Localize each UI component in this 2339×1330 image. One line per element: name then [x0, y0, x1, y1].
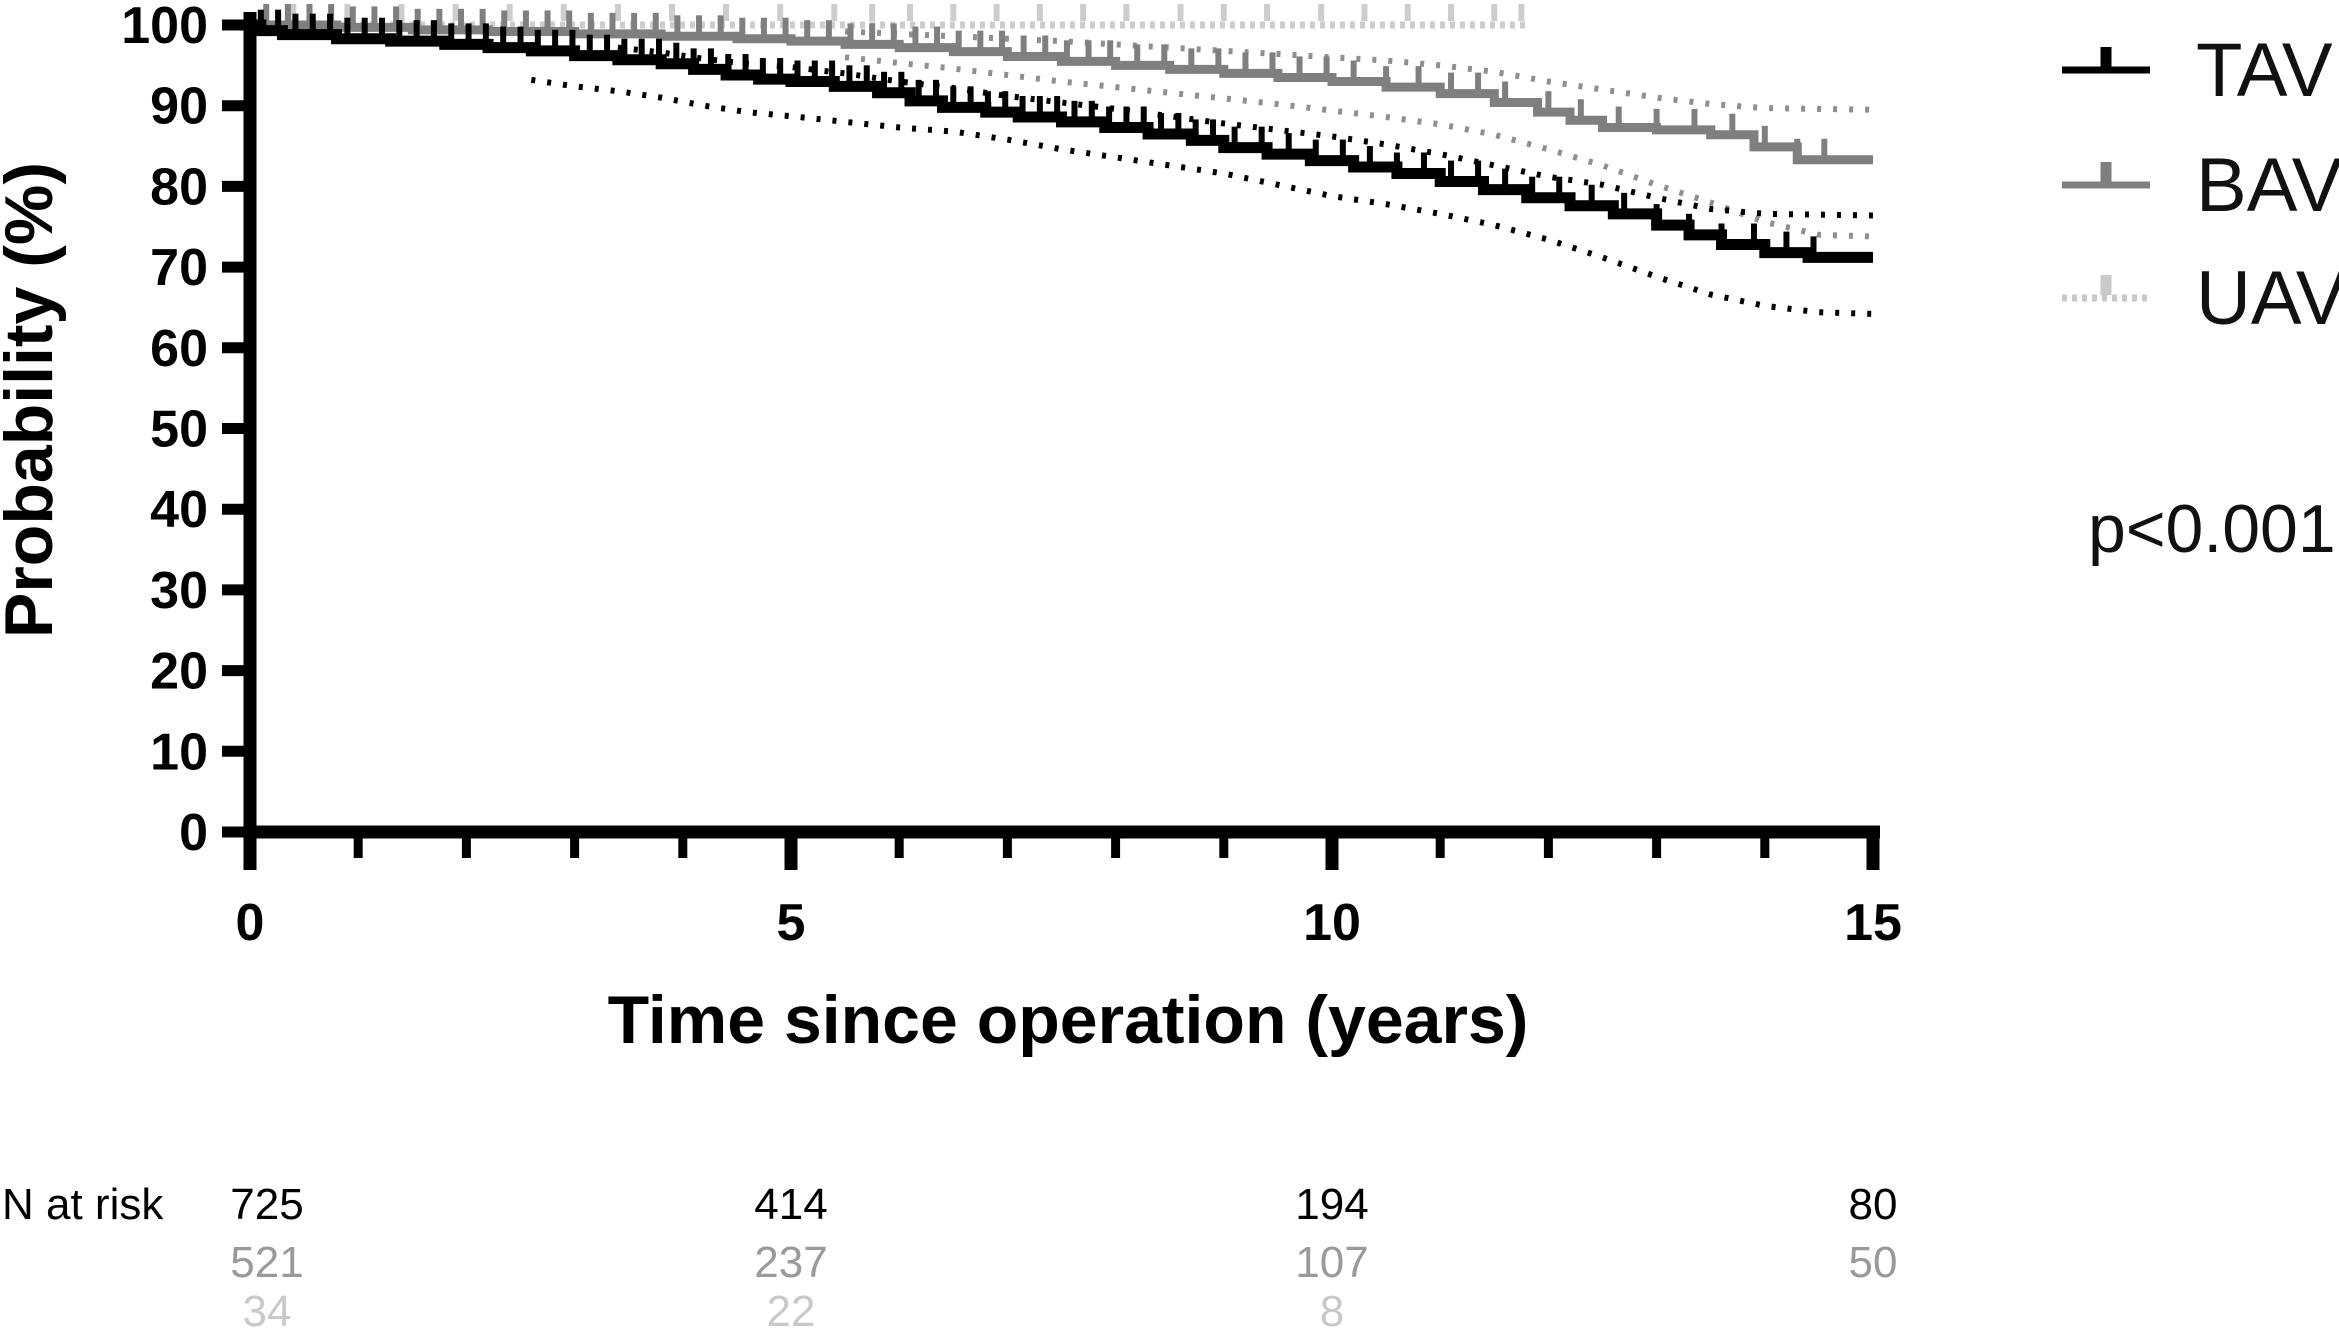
y-tick-label: 10	[150, 723, 208, 781]
legend: TAV BAV UAV	[2062, 28, 2339, 341]
n-at-risk-value: 237	[754, 1238, 827, 1287]
x-axis-title: Time since operation (years)	[608, 982, 1529, 1058]
n-at-risk-label: N at risk	[2, 1180, 164, 1229]
x-tick-label: 10	[1303, 894, 1361, 952]
n-at-risk-row-tav: 725 414 194 80	[230, 1180, 1897, 1229]
y-tick-label: 20	[150, 643, 208, 701]
series-BAV	[250, 4, 1874, 240]
BAV-survival-curve	[250, 20, 1873, 165]
series-TAV	[250, 9, 1874, 317]
y-tick-label: 30	[150, 562, 208, 620]
y-tick-label: 60	[150, 320, 208, 378]
n-at-risk-value: 414	[754, 1180, 827, 1229]
legend-label-uav: UAV	[2196, 256, 2339, 341]
y-tick-label: 100	[121, 0, 208, 55]
x-tick-label: 15	[1844, 894, 1902, 952]
n-at-risk-value: 521	[230, 1238, 303, 1287]
x-tick-group: 0 5 10 15	[236, 832, 1902, 952]
y-tick-label: 40	[150, 481, 208, 539]
p-value-annotation: p<0.001	[2088, 491, 2336, 567]
x-tick-label: 0	[236, 894, 265, 952]
n-at-risk-value: 34	[243, 1287, 292, 1330]
n-at-risk-value: 22	[767, 1287, 816, 1330]
x-axis: 0 5 10 15 Time since operation (years)	[236, 825, 1902, 1058]
series-layer	[250, 4, 1874, 317]
y-axis: 0 10 20 30 40 50 60 70 80 90 100 Probability (%)	[0, 0, 257, 862]
y-tick-group: 0 10 20 30 40 50 60 70 80 90 100	[121, 0, 250, 862]
n-at-risk-value: 725	[230, 1180, 303, 1229]
n-at-risk-value: 50	[1849, 1238, 1898, 1287]
y-tick-label: 90	[150, 78, 208, 136]
TAV-survival-curve	[250, 19, 1873, 263]
x-tick-label: 5	[777, 894, 806, 952]
n-at-risk-value: 107	[1295, 1238, 1368, 1287]
y-tick-label: 70	[150, 239, 208, 297]
legend-label-tav: TAV	[2196, 28, 2333, 113]
legend-item-bav: BAV	[2062, 143, 2339, 228]
n-at-risk-value: 8	[1320, 1287, 1344, 1330]
n-at-risk-rows: 725 414 194 80 521 237 107 50 34 22 8	[230, 1180, 1897, 1330]
y-tick-label: 0	[179, 804, 208, 862]
n-at-risk-value: 194	[1295, 1180, 1368, 1229]
legend-item-uav: UAV	[2062, 256, 2339, 341]
legend-label-bav: BAV	[2196, 143, 2339, 228]
TAV-ci-lower-line	[530, 76, 1874, 317]
n-at-risk-value: 80	[1849, 1180, 1898, 1229]
y-axis-title: Probability (%)	[0, 162, 67, 638]
n-at-risk-row-bav: 521 237 107 50	[230, 1238, 1897, 1287]
n-at-risk-row-uav: 34 22 8	[243, 1287, 1345, 1330]
legend-item-tav: TAV	[2062, 28, 2333, 113]
y-tick-label: 50	[150, 401, 208, 459]
n-at-risk-table: N at risk 725 414 194 80 521 237 107 50 34 22 8	[2, 1180, 1897, 1330]
y-tick-label: 80	[150, 158, 208, 216]
